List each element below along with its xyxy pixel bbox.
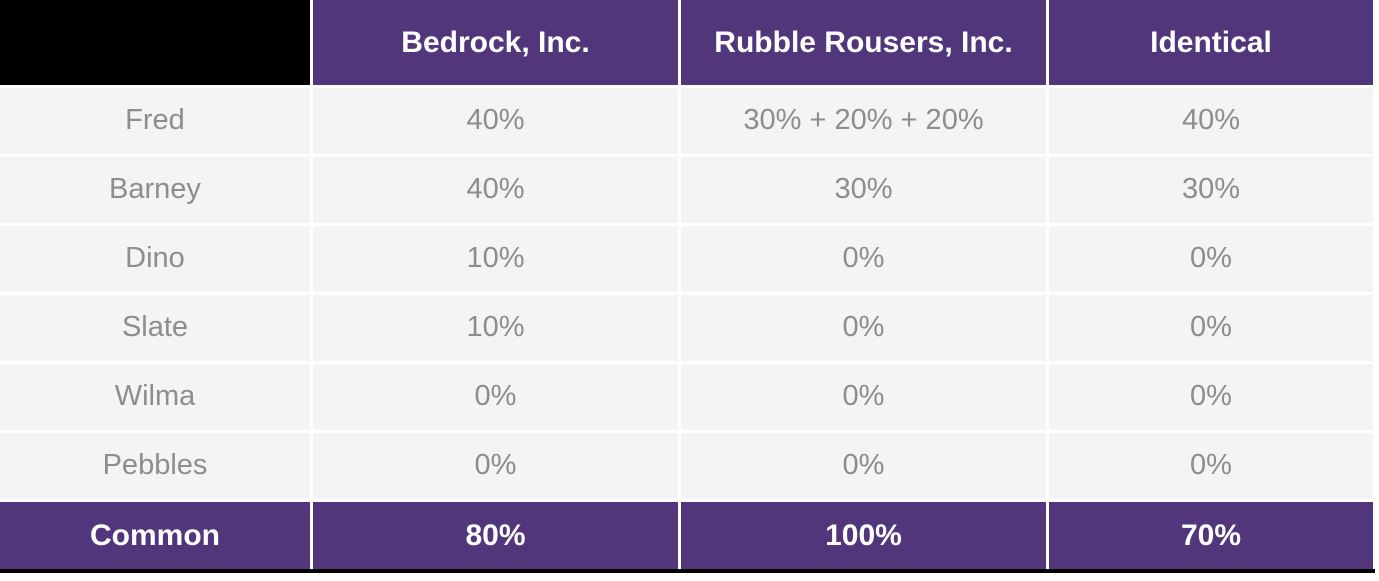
column-header-rubble-rousers: Rubble Rousers, Inc. xyxy=(681,0,1046,85)
footer-total-identical: 70% xyxy=(1049,502,1373,569)
cell-fred-bedrock: 40% xyxy=(313,88,678,154)
cell-wilma-rubble: 0% xyxy=(681,364,1046,430)
cell-pebbles-bedrock: 0% xyxy=(313,433,678,499)
ownership-table: Bedrock, Inc. Rubble Rousers, Inc. Ident… xyxy=(0,0,1373,569)
cell-dino-bedrock: 10% xyxy=(313,226,678,292)
column-header-identical: Identical xyxy=(1049,0,1373,85)
footer-total-rubble: 100% xyxy=(681,502,1046,569)
cell-slate-rubble: 0% xyxy=(681,295,1046,361)
cell-dino-identical: 0% xyxy=(1049,226,1373,292)
cell-fred-rubble: 30% + 20% + 20% xyxy=(681,88,1046,154)
row-label-dino: Dino xyxy=(0,226,310,292)
cell-slate-bedrock: 10% xyxy=(313,295,678,361)
corner-blackout-cell xyxy=(0,0,310,85)
bottom-black-border xyxy=(0,569,1375,573)
column-header-bedrock: Bedrock, Inc. xyxy=(313,0,678,85)
cell-fred-identical: 40% xyxy=(1049,88,1373,154)
row-label-barney: Barney xyxy=(0,157,310,223)
cell-barney-identical: 30% xyxy=(1049,157,1373,223)
footer-total-bedrock: 80% xyxy=(313,502,678,569)
cell-pebbles-identical: 0% xyxy=(1049,433,1373,499)
row-label-slate: Slate xyxy=(0,295,310,361)
cell-dino-rubble: 0% xyxy=(681,226,1046,292)
cell-slate-identical: 0% xyxy=(1049,295,1373,361)
row-label-fred: Fred xyxy=(0,88,310,154)
footer-label-common: Common xyxy=(0,502,310,569)
cell-pebbles-rubble: 0% xyxy=(681,433,1046,499)
cell-barney-bedrock: 40% xyxy=(313,157,678,223)
cell-wilma-bedrock: 0% xyxy=(313,364,678,430)
cell-wilma-identical: 0% xyxy=(1049,364,1373,430)
row-label-pebbles: Pebbles xyxy=(0,433,310,499)
row-label-wilma: Wilma xyxy=(0,364,310,430)
cell-barney-rubble: 30% xyxy=(681,157,1046,223)
